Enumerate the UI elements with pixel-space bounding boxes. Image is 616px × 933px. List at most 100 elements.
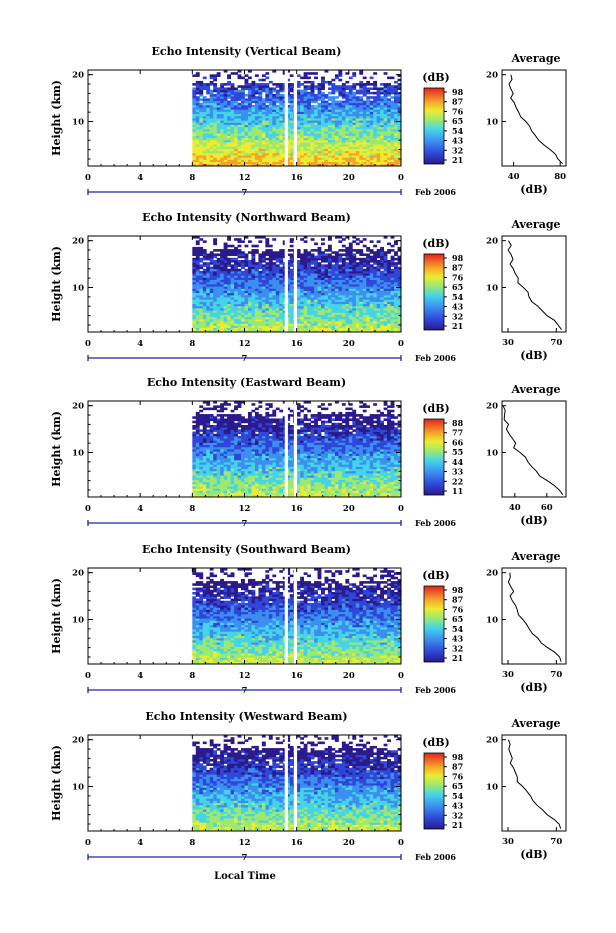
heatmap-cell (300, 77, 304, 80)
heatmap-cell (269, 81, 273, 84)
heatmap-cell (213, 249, 217, 252)
heatmap-cell (290, 269, 294, 272)
heatmap-cell (290, 238, 294, 241)
x-tick-label: 4 (137, 173, 143, 183)
heatmap-cell (262, 83, 266, 86)
heatmap-cell (345, 81, 349, 84)
profile-title: Average (510, 52, 560, 65)
heatmap-cell (255, 74, 259, 77)
heatmap-cell (279, 94, 283, 97)
heatmap-cell (380, 247, 384, 250)
colorbar-tick-label: 32 (452, 145, 463, 155)
heatmap-cell (290, 253, 294, 256)
heatmap-cell (377, 87, 381, 90)
heatmap-cell (199, 247, 203, 250)
heatmap-cell (394, 262, 398, 265)
heatmap-cell (342, 101, 346, 104)
heatmap-cell (387, 243, 391, 246)
heatmap-cell (363, 253, 367, 256)
heatmap-cell (328, 81, 332, 84)
heatmap-cell (363, 245, 367, 248)
profile-x-tick-label: 70 (550, 338, 562, 348)
heatmap-cell (227, 249, 231, 252)
heatmap-cell (321, 251, 325, 254)
colorbar-tick-label: 54 (452, 126, 464, 136)
heatmap-cell (248, 83, 252, 86)
heatmap-cell (331, 264, 335, 267)
colorbar-tick-label: 76 (452, 106, 464, 116)
heatmap-cell (311, 81, 315, 84)
heatmap-cell (324, 264, 328, 267)
heatmap-cell (203, 77, 207, 80)
heatmap-cell (238, 245, 242, 248)
heatmap-cell (265, 72, 269, 75)
heatmap-cell (262, 74, 266, 77)
heatmap-cell (213, 74, 217, 77)
heatmap-cell (363, 258, 367, 261)
heatmap-cell (231, 249, 235, 252)
heatmap-cell (245, 79, 249, 82)
heatmap-cell (370, 264, 374, 267)
heatmap-cell (345, 262, 349, 265)
colorbar-tick-label: 21 (452, 321, 463, 331)
heatmap-cell (213, 94, 217, 97)
heatmap-cell (276, 105, 280, 108)
heatmap-cell (370, 101, 374, 104)
x-tick-label: 20 (343, 339, 355, 349)
heatmap-cell (245, 253, 249, 256)
heatmap-cell (314, 256, 318, 259)
heatmap-cell (297, 81, 301, 84)
x-axis-label: Local Time (214, 871, 276, 882)
heatmap-cell (349, 243, 353, 246)
heatmap-cell (349, 77, 353, 80)
heatmap-cell (324, 249, 328, 252)
heatmap-cell (324, 81, 328, 84)
heatmap-cell (342, 258, 346, 261)
heatmap-cell (363, 77, 367, 80)
heatmap-cell (366, 96, 370, 99)
heatmap-cell (338, 79, 342, 82)
heatmap-cell (370, 249, 374, 252)
heatmap-cell (314, 77, 318, 80)
heatmap-cell (206, 253, 210, 256)
heatmap-cell (331, 96, 335, 99)
heatmap-cell (370, 256, 374, 259)
profile-y-tick-label: 10 (486, 118, 498, 128)
heatmap-cell (324, 94, 328, 97)
data-gap (285, 236, 288, 332)
heatmap-cell (394, 258, 398, 261)
heatmap-cell (352, 240, 356, 243)
heatmap-cell (363, 83, 367, 86)
heatmap-cell (363, 101, 367, 104)
profile-line (509, 75, 563, 164)
heatmap-cell (251, 81, 255, 84)
heatmap-cell (318, 103, 322, 106)
x-tick-label: 16 (291, 173, 303, 183)
colorbar-tick-label: 21 (452, 155, 463, 165)
heatmap-cell (276, 264, 280, 267)
heatmap-cell (265, 83, 269, 86)
heatmap-cell (377, 249, 381, 252)
heatmap-cell (363, 238, 367, 241)
heatmap-cell (331, 83, 335, 86)
heatmap-cell (338, 264, 342, 267)
heatmap-cell (231, 258, 235, 261)
heatmap-cell (304, 72, 308, 75)
heatmap-cell (258, 271, 262, 274)
heatmap-cell (224, 243, 228, 246)
heatmap-cell (265, 238, 269, 241)
heatmap-cell (231, 264, 235, 267)
heatmap-cell (338, 240, 342, 243)
heatmap-cell (297, 90, 301, 93)
heatmap-cell (258, 253, 262, 256)
date-label: Feb 2006 (415, 353, 456, 363)
heatmap-cell (335, 96, 339, 99)
heatmap-cell (380, 271, 384, 274)
heatmap-cell (290, 249, 294, 252)
heatmap-cell (199, 81, 203, 84)
colorbar-tick-label: 76 (452, 272, 464, 282)
heatmap-cell (255, 262, 259, 265)
heatmap-cell (384, 251, 388, 254)
heatmap-cell (290, 94, 294, 97)
heatmap-cell (328, 103, 332, 106)
